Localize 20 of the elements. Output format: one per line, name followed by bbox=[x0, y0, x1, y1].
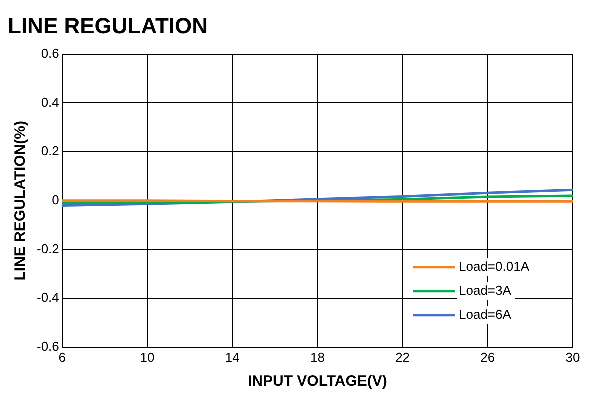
x-axis-title: INPUT VOLTAGE(V) bbox=[248, 373, 388, 390]
y-tick-label: -0.6 bbox=[36, 338, 60, 354]
x-tick-label: 10 bbox=[140, 350, 155, 365]
y-axis-title: LINE REGULATION(%) bbox=[12, 121, 30, 281]
legend-label: Load=3A bbox=[459, 282, 512, 298]
legend-label: Load=0.01A bbox=[459, 258, 530, 274]
y-tick-label: -0.2 bbox=[36, 241, 60, 256]
x-tick-label: 26 bbox=[480, 350, 496, 365]
y-tick-label: 0.6 bbox=[41, 46, 60, 61]
y-tick-label: -0.4 bbox=[36, 290, 60, 306]
x-tick-label: 6 bbox=[58, 350, 66, 365]
x-tick-label: 18 bbox=[310, 350, 325, 365]
x-tick-label: 30 bbox=[566, 350, 580, 365]
chart-title: LINE REGULATION bbox=[8, 13, 208, 38]
y-tick-label: 0 bbox=[52, 192, 60, 208]
legend-label: Load=6A bbox=[459, 306, 512, 322]
y-tick-label: 0.4 bbox=[41, 94, 60, 110]
x-tick-label: 14 bbox=[225, 350, 240, 365]
y-tick-label: 0.2 bbox=[41, 144, 60, 159]
x-tick-label: 22 bbox=[396, 350, 410, 365]
